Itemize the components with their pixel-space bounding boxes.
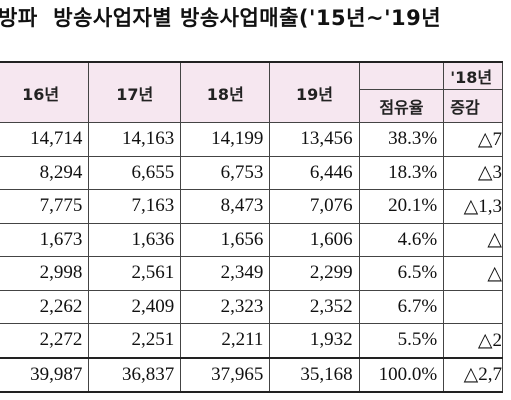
total-17: 36,837 <box>88 356 182 393</box>
cell-19: 1,932 <box>269 323 360 358</box>
total-share: 100.0% <box>358 356 445 393</box>
cell-17: 2,409 <box>88 289 182 324</box>
cell-16: 2,998 <box>0 256 90 291</box>
cell-share: 5.5% <box>358 323 445 358</box>
cell-change: △ <box>443 222 503 257</box>
table-row: 2,262 2,409 2,323 2,352 6.7% <box>0 289 503 324</box>
cell-19: 1,606 <box>269 222 360 257</box>
table-title: 방파 방송사업자별 방송사업매출('15년~'19년 <box>0 2 441 32</box>
total-18: 37,965 <box>180 356 271 393</box>
header-19: 19년 <box>269 61 360 123</box>
header-16: 16년 <box>0 61 90 123</box>
cell-18: 2,323 <box>180 289 271 324</box>
total-19: 35,168 <box>269 356 360 393</box>
header-18: 18년 <box>180 61 271 123</box>
header-17: 17년 <box>88 61 182 123</box>
cell-19: 2,352 <box>269 289 360 324</box>
title-prefix: 방파 <box>0 6 38 30</box>
cell-18: 2,349 <box>180 256 271 291</box>
total-16: 39,987 <box>0 356 90 393</box>
cell-16: 14,714 <box>0 122 90 157</box>
cell-share: 38.3% <box>358 122 445 157</box>
cell-change: △ <box>443 256 503 291</box>
cell-17: 14,163 <box>88 122 182 157</box>
cell-change: △7 <box>443 122 503 157</box>
cell-18: 6,753 <box>180 155 271 190</box>
cell-16: 2,272 <box>0 323 90 358</box>
cell-16: 1,673 <box>0 222 90 257</box>
cell-17: 2,561 <box>88 256 182 291</box>
total-change: △2,7 <box>443 356 503 393</box>
table-row: 7,775 7,163 8,473 7,076 20.1% △1,3 <box>0 189 503 224</box>
cell-18: 14,199 <box>180 122 271 157</box>
cell-19: 13,456 <box>269 122 360 157</box>
cell-16: 2,262 <box>0 289 90 324</box>
cell-share: 4.6% <box>358 222 445 257</box>
cell-19: 6,446 <box>269 155 360 190</box>
table-row: 8,294 6,655 6,753 6,446 18.3% △3 <box>0 155 503 190</box>
table-row: 1,673 1,636 1,656 1,606 4.6% △ <box>0 222 503 257</box>
cell-share: 6.7% <box>358 289 445 324</box>
table-body: 14,714 14,163 14,199 13,456 38.3% △7 8,2… <box>0 122 503 393</box>
total-row: 39,987 36,837 37,965 35,168 100.0% △2,7 <box>0 356 503 393</box>
cell-19: 7,076 <box>269 189 360 224</box>
header-share: 점유율 <box>358 89 445 123</box>
cell-change <box>443 289 503 324</box>
table-row: 2,272 2,251 2,211 1,932 5.5% △2 <box>0 323 503 358</box>
revenue-table: 16년 17년 18년 19년 '18년 점유율 증감 14,714 14,16… <box>0 61 503 393</box>
cell-19: 2,299 <box>269 256 360 291</box>
cell-17: 1,636 <box>88 222 182 257</box>
header-change-group: '18년 <box>443 61 503 90</box>
cell-18: 8,473 <box>180 189 271 224</box>
table-header: 16년 17년 18년 19년 '18년 점유율 증감 <box>0 61 503 123</box>
cell-change: △1,3 <box>443 189 503 224</box>
table-row: 14,714 14,163 14,199 13,456 38.3% △7 <box>0 122 503 157</box>
cell-17: 7,163 <box>88 189 182 224</box>
cell-18: 2,211 <box>180 323 271 358</box>
header-change: 증감 <box>443 89 503 123</box>
header-19-blank <box>358 61 445 90</box>
title-main: 방송사업자별 방송사업매출('15년~'19년 <box>53 6 442 30</box>
cell-16: 8,294 <box>0 155 90 190</box>
cell-18: 1,656 <box>180 222 271 257</box>
cell-share: 6.5% <box>358 256 445 291</box>
table-row: 2,998 2,561 2,349 2,299 6.5% △ <box>0 256 503 291</box>
cell-share: 20.1% <box>358 189 445 224</box>
cell-16: 7,775 <box>0 189 90 224</box>
cell-17: 2,251 <box>88 323 182 358</box>
cell-change: △3 <box>443 155 503 190</box>
cell-change: △2 <box>443 323 503 358</box>
cell-17: 6,655 <box>88 155 182 190</box>
cell-share: 18.3% <box>358 155 445 190</box>
